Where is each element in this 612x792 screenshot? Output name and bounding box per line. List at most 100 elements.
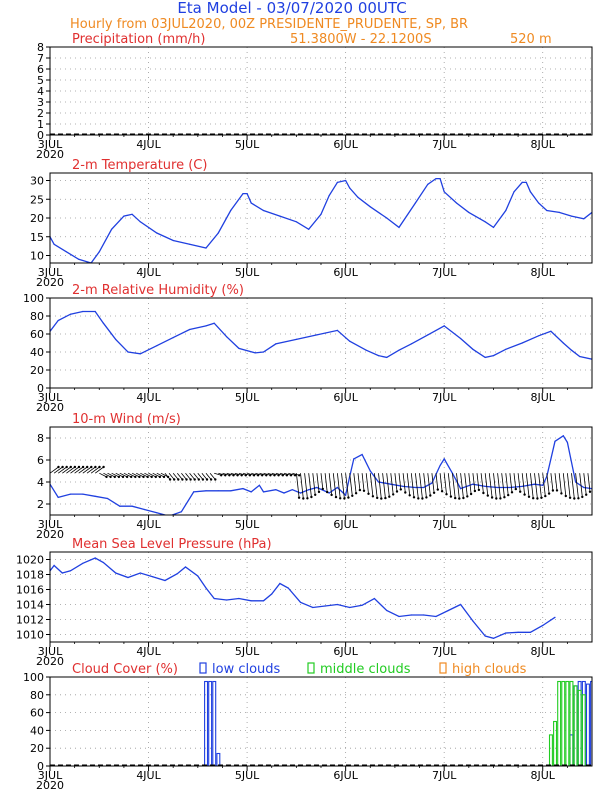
wind-barb	[222, 472, 230, 476]
wind-barb-head	[392, 493, 395, 496]
data-point-wind	[414, 486, 416, 489]
wind-barb	[70, 466, 80, 474]
wind-barb	[369, 473, 374, 497]
wind-barb-head	[458, 497, 461, 500]
wind-barb	[99, 472, 107, 478]
data-point-temp	[484, 221, 486, 223]
panels: Precipitation (mm/h)0123456783JUL20204JU…	[16, 32, 593, 792]
data-point-temp	[189, 243, 191, 245]
wind-barb	[267, 472, 275, 476]
x-tick-label-wind: 3JUL	[38, 518, 63, 531]
data-point-rh	[365, 349, 367, 351]
data-point-wind	[180, 511, 182, 513]
wind-barb-head	[189, 478, 192, 481]
data-point-mslp	[517, 631, 519, 633]
data-point-temp	[414, 202, 416, 204]
data-point-wind	[431, 482, 433, 484]
wind-barb	[374, 473, 378, 498]
data-point-temp	[570, 215, 573, 217]
wind-barb	[550, 473, 554, 491]
data-point-wind	[533, 483, 536, 485]
data-point-mslp	[238, 597, 240, 600]
data-point-rh	[521, 342, 523, 344]
wind-barb-head	[523, 493, 526, 496]
x-tick-label-temp: 4JUL	[136, 266, 161, 279]
wind-barb-head	[536, 497, 539, 500]
x-tick-label-cloud: 7JUL	[432, 769, 457, 782]
panel-title-precip: Precipitation (mm/h)	[72, 32, 205, 47]
wind-barb-head	[138, 475, 141, 479]
wind-barb-head	[429, 494, 432, 497]
wind-barb	[74, 466, 84, 474]
chart-subtitle: Hourly from 03JUL2020, 00Z PRESIDENTE_PR…	[70, 17, 468, 32]
wind-barb-head	[232, 474, 235, 477]
legend-swatch-low-clouds	[199, 662, 207, 674]
panel-title-rh: 2-m Relative Humidity (%)	[72, 283, 244, 298]
y-tick-label-mslp: 1018	[16, 569, 44, 582]
data-point-mslp	[226, 599, 228, 601]
x-tick-label-wind: 7JUL	[432, 518, 457, 531]
data-point-mslp	[447, 609, 449, 612]
wind-barb	[501, 473, 505, 498]
x-tick-label-rh: 4JUL	[136, 391, 161, 404]
data-point-wind	[369, 470, 371, 472]
wind-barb	[136, 472, 144, 478]
legend-label-high-clouds: high clouds	[452, 662, 527, 677]
wind-barb-head	[540, 496, 543, 499]
data-point-mslp	[349, 606, 351, 609]
data-point-temp	[98, 251, 100, 253]
panel-title-mslp: Mean Sea Level Pressure (hPa)	[72, 537, 272, 552]
data-point-mslp	[69, 570, 72, 572]
y-tick-label-rh: 80	[30, 310, 44, 323]
wind-barb-head	[105, 475, 108, 479]
wind-barb	[197, 472, 204, 480]
x-tick-label-rh: 8JUL	[531, 391, 556, 404]
data-point-mslp	[287, 587, 289, 589]
data-point-rh	[443, 325, 445, 327]
x-tick-label-temp: 3JUL	[38, 266, 63, 279]
wind-barb	[452, 473, 456, 499]
data-point-temp	[53, 243, 55, 245]
y-tick-label-cloud: 60	[30, 707, 44, 720]
wind-barb-head	[314, 493, 317, 496]
wind-barb-head	[81, 465, 85, 469]
data-point-mslp	[82, 562, 84, 564]
wind-barb-head	[265, 474, 268, 477]
data-point-mslp	[94, 557, 96, 559]
y-tick-label-rh: 60	[30, 328, 44, 341]
wind-barb-head	[244, 474, 247, 477]
wind-barb	[410, 473, 415, 498]
wind-barb	[505, 473, 509, 496]
x-tick-label-rh: 3JUL	[38, 391, 63, 404]
data-point-temp	[369, 206, 371, 208]
wind-barb	[119, 472, 128, 478]
data-point-mslp	[205, 587, 207, 589]
data-point-wind	[554, 440, 556, 442]
wind-barb	[472, 473, 476, 492]
cloud-bar-low-clouds	[590, 680, 592, 766]
y-tick-label-wind: 2	[37, 498, 44, 511]
data-point-temp	[111, 228, 113, 230]
wind-barb	[493, 473, 497, 499]
x-tick-label-cloud: 4JUL	[136, 769, 161, 782]
wind-barb	[394, 473, 398, 492]
station-elevation: 520 m	[510, 32, 552, 47]
wind-barb-head	[117, 475, 121, 479]
wind-barb	[328, 473, 332, 495]
wind-barb-head	[499, 497, 502, 500]
y-tick-label-precip: 8	[37, 41, 44, 54]
data-point-wind	[299, 492, 302, 494]
wind-barb-head	[532, 497, 535, 500]
data-point-wind	[484, 485, 486, 487]
data-point-mslp	[472, 620, 474, 622]
wind-barb-head	[302, 497, 305, 500]
data-point-temp	[505, 209, 507, 212]
wind-barb	[378, 473, 382, 499]
cloud-bar-middle-clouds	[548, 734, 553, 766]
data-point-rh	[94, 310, 96, 313]
wind-barb	[296, 473, 300, 498]
data-point-rh	[410, 343, 412, 345]
wind-barb	[513, 473, 517, 490]
y-tick-label-cloud: 0	[37, 760, 44, 773]
